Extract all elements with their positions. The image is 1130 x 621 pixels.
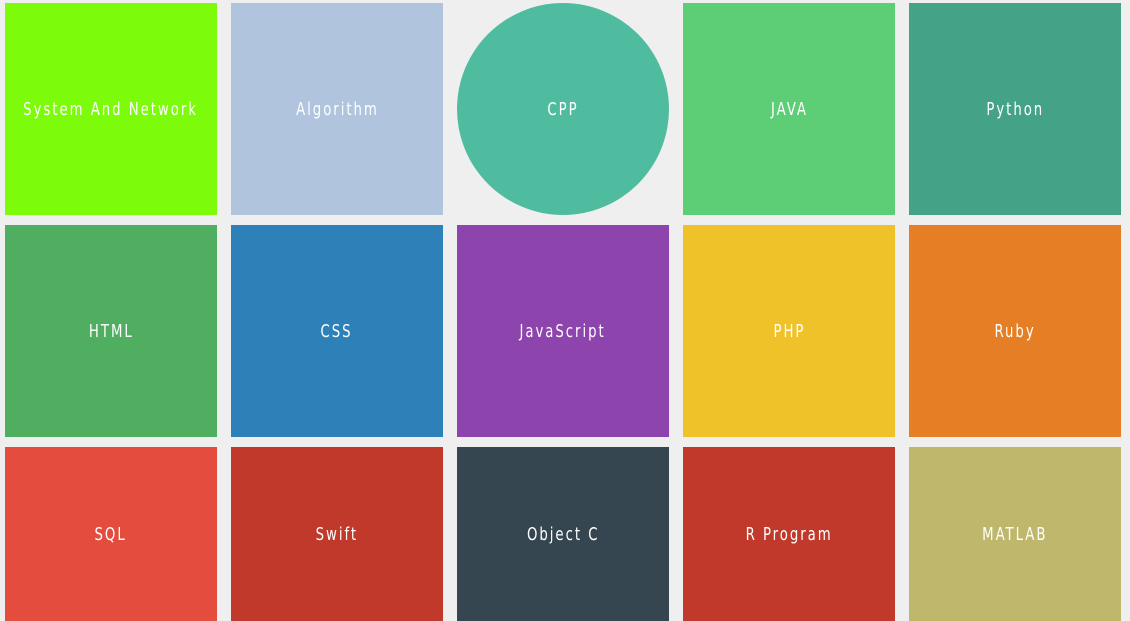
tile-label: MATLAB bbox=[982, 523, 1048, 545]
tile-label: Ruby bbox=[994, 320, 1036, 342]
tile-php[interactable]: PHP bbox=[683, 225, 895, 437]
tile-object-c[interactable]: Object C bbox=[457, 447, 669, 621]
tile-label: Object C bbox=[526, 523, 600, 545]
tile-label: System And Network bbox=[23, 98, 199, 120]
tile-label: CSS bbox=[320, 320, 354, 342]
tile-label: Swift bbox=[315, 523, 359, 545]
tile-swift[interactable]: Swift bbox=[231, 447, 443, 621]
tile-ruby[interactable]: Ruby bbox=[909, 225, 1121, 437]
tile-algorithm[interactable]: Algorithm bbox=[231, 3, 443, 215]
tile-system-and-network[interactable]: System And Network bbox=[5, 3, 217, 215]
tile-r-program[interactable]: R Program bbox=[683, 447, 895, 621]
tile-python[interactable]: Python bbox=[909, 3, 1121, 215]
tile-cpp[interactable]: CPP bbox=[457, 3, 669, 215]
tile-html[interactable]: HTML bbox=[5, 225, 217, 437]
tile-label: CPP bbox=[547, 98, 579, 120]
tile-label: R Program bbox=[745, 523, 833, 545]
tile-label: PHP bbox=[773, 320, 805, 342]
tile-label: SQL bbox=[94, 523, 128, 545]
tile-css[interactable]: CSS bbox=[231, 225, 443, 437]
tile-label: JavaScript bbox=[519, 320, 607, 342]
tile-sql[interactable]: SQL bbox=[5, 447, 217, 621]
tile-matlab[interactable]: MATLAB bbox=[909, 447, 1121, 621]
tile-javascript[interactable]: JavaScript bbox=[457, 225, 669, 437]
tile-label: HTML bbox=[88, 320, 134, 342]
tile-java[interactable]: JAVA bbox=[683, 3, 895, 215]
tile-label: JAVA bbox=[770, 98, 808, 120]
tile-label: Python bbox=[986, 98, 1044, 120]
tile-label: Algorithm bbox=[295, 98, 379, 120]
